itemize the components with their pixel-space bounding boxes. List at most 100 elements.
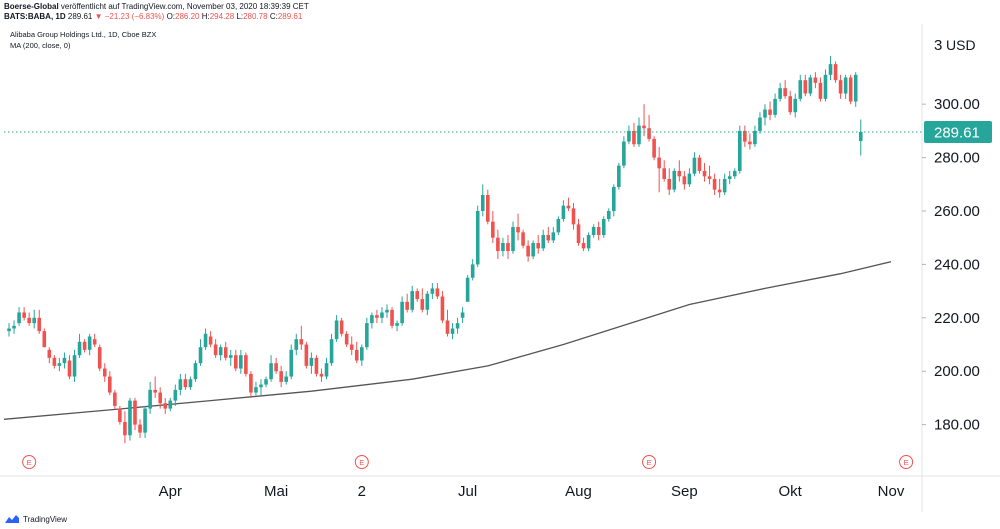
candle (62, 352, 67, 369)
earnings-marker: E (899, 455, 914, 469)
candle-body (395, 323, 399, 326)
earnings-marker-circle (899, 455, 914, 469)
candle (697, 154, 702, 174)
candle (344, 331, 349, 348)
candle (158, 387, 162, 409)
candle-body (470, 264, 475, 278)
candle (793, 93, 798, 118)
candle (57, 357, 62, 372)
candle (460, 307, 465, 324)
candle-body (717, 189, 722, 193)
candle-body (677, 170, 682, 177)
price-axis[interactable]: 180.00 200.00 220.00 240.00 260.00 280.00 300.… (922, 96, 980, 434)
publisher-line: Boerse-Global veröffentlicht auf Trading… (4, 2, 309, 11)
candles-layer (7, 56, 863, 444)
candle (526, 240, 530, 262)
price-tick-label: 300.00 (934, 96, 980, 113)
price-chart[interactable]: E E E E 180.00 200.00 220.00 240.00 260.00 280.0… (0, 0, 1000, 512)
candle-body (108, 376, 112, 393)
candle-body (123, 421, 127, 436)
candle-body (606, 211, 611, 220)
close-label: C: (269, 12, 278, 21)
candle-body (304, 344, 309, 366)
candle (228, 349, 233, 366)
candle-body (445, 320, 450, 334)
candle (445, 309, 450, 337)
candle-body (591, 227, 596, 236)
candle (420, 288, 425, 313)
candle-body (546, 235, 551, 241)
low-value: 280.78 (243, 12, 268, 21)
tradingview-logo-icon (5, 515, 19, 523)
candle-body (143, 408, 147, 433)
candle-body (657, 157, 661, 169)
candle-body (753, 130, 757, 145)
candle (642, 104, 646, 137)
candle-body (435, 288, 440, 297)
footer-brand[interactable]: TradingView (23, 514, 68, 524)
candle-body (153, 389, 157, 393)
candle-body (803, 80, 808, 94)
candle (566, 197, 571, 211)
candle-body (672, 170, 677, 190)
candle-body (521, 232, 525, 246)
candle-body (27, 317, 31, 324)
candle-body (793, 98, 798, 113)
publisher-name[interactable]: Boerse-Global (4, 2, 59, 11)
candle (425, 291, 430, 316)
candle (531, 240, 535, 260)
candle-body (87, 336, 92, 350)
currency-label[interactable]: USD (946, 37, 976, 53)
candle (349, 336, 354, 356)
candle (506, 235, 510, 260)
time-tick-label: 2 (358, 483, 366, 500)
candle (496, 229, 500, 260)
chart-header: Boerse-Global veröffentlicht auf Trading… (0, 0, 1000, 22)
candle-body (244, 355, 248, 374)
candle-body (768, 109, 772, 115)
candle-body (198, 347, 203, 364)
candle (773, 93, 777, 118)
last-value: 289.61 (67, 12, 93, 21)
candle-body (17, 312, 21, 324)
candle-body (62, 357, 67, 364)
candle (763, 104, 767, 126)
price-tick-label: 240.00 (934, 256, 980, 273)
candle-body (541, 235, 546, 249)
candle (546, 227, 551, 244)
candle (516, 213, 520, 241)
candle-body (193, 363, 198, 380)
candle-body (289, 349, 294, 377)
candle-body (370, 315, 374, 324)
last-price-tag (924, 120, 992, 143)
candle-body (344, 333, 349, 345)
candle (198, 339, 203, 366)
candle-body (748, 141, 752, 145)
candle (511, 221, 515, 254)
candle (32, 309, 36, 329)
candle (541, 229, 546, 252)
candle (72, 349, 77, 382)
candle (37, 309, 42, 334)
candle (370, 312, 374, 329)
candle-body (652, 138, 656, 158)
candle-body (637, 125, 641, 145)
candle-body (566, 205, 571, 209)
candle-body (425, 293, 430, 310)
candle (82, 339, 87, 353)
candle (803, 74, 808, 97)
candle (87, 333, 92, 356)
candle (223, 341, 228, 361)
candle-body (339, 320, 344, 334)
candle (521, 229, 525, 249)
candle (173, 384, 178, 406)
time-axis[interactable]: Apr Mai 2 Jul Aug Sep Okt Nov (159, 483, 905, 500)
candle-body (808, 77, 813, 94)
candle (672, 168, 677, 193)
candle (813, 72, 818, 89)
price-tick-label: 200.00 (934, 363, 980, 380)
candle (213, 339, 218, 358)
candle (430, 283, 435, 300)
ma-layer (3, 261, 892, 420)
candle (360, 344, 364, 366)
